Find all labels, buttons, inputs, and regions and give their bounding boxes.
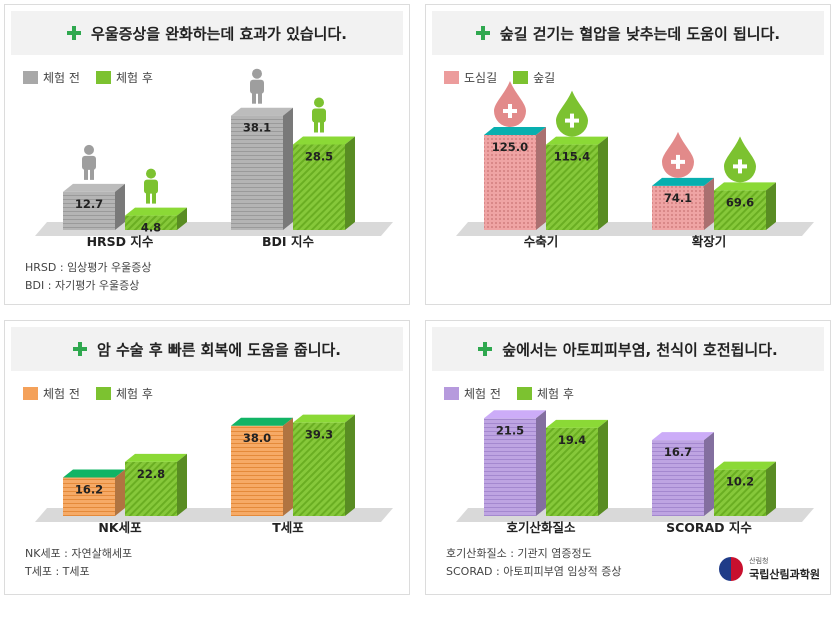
panel-title: 우울증상을 완화하는데 효과가 있습니다. (11, 11, 403, 55)
category-label: T세포 (272, 520, 304, 535)
data-label: 74.1 (664, 191, 692, 205)
person-icon (250, 68, 264, 104)
data-label: 38.0 (243, 431, 271, 445)
legend: 체험 전 체험 후 (444, 385, 574, 402)
logo-agency: 산림청 (749, 557, 769, 565)
panel-title: 숲에서는 아토피피부염, 천식이 호전됩니다. (432, 327, 824, 371)
legend: 체험 전 체험 후 (23, 69, 153, 86)
data-label: 39.3 (305, 428, 333, 442)
data-label: 12.7 (75, 197, 103, 211)
bar (546, 136, 608, 230)
blood-drop-icon (556, 90, 588, 137)
category-label: 수축기 (524, 234, 559, 249)
legend-label: 체험 후 (536, 387, 574, 401)
bar (484, 410, 546, 516)
data-label: 10.2 (726, 475, 754, 489)
category-label: 호기산화질소 (506, 520, 576, 535)
panel-atopy: 숲에서는 아토피피부염, 천식이 호전됩니다. 체험 전 체험 후 21.5 19… (425, 320, 831, 595)
legend-swatch (444, 71, 459, 84)
plus-icon (67, 26, 82, 40)
note: T세포 : T세포 (25, 565, 90, 578)
chart-1: 125.0 115.4 수축기 74.1 69.6 확장기 (456, 81, 814, 249)
blood-drop-icon (724, 136, 756, 183)
legend-label: 도심길 (464, 71, 498, 85)
data-label: 28.5 (305, 150, 333, 164)
data-label: 16.7 (664, 445, 692, 459)
bar (293, 414, 355, 516)
category-label: HRSD 지수 (87, 234, 154, 249)
data-label: 21.5 (496, 423, 524, 437)
legend-label: 체험 후 (115, 71, 153, 85)
blood-drop-icon (662, 131, 694, 178)
panel-blood-pressure: 숲길 걷기는 혈압을 낮추는데 도움이 됩니다. 도심길 숲길 125.0 115… (425, 4, 831, 305)
category-label: NK세포 (98, 520, 142, 535)
bar (484, 127, 546, 230)
legend: 체험 전 체험 후 (23, 385, 153, 402)
panel-depression: 우울증상을 완화하는데 효과가 있습니다. 체험 전 체험 후 12.7 4.8 H… (4, 4, 410, 305)
bar (652, 432, 714, 516)
bar (125, 207, 187, 230)
bar (231, 107, 293, 230)
panel-cancer-recovery: 암 수술 후 빠른 회복에 도움을 줍니다. 체험 전 체험 후 16.2 22.… (4, 320, 410, 595)
note: 호기산화질소 : 기관지 염증정도 (446, 547, 592, 560)
legend-label: 체험 전 (43, 387, 80, 401)
blood-drop-icon (494, 81, 526, 127)
panel-title: 암 수술 후 빠른 회복에 도움을 줍니다. (11, 327, 403, 371)
plus-icon (72, 342, 87, 356)
data-label: 19.4 (558, 433, 586, 447)
person-icon (144, 168, 158, 204)
notes: HRSD : 임상평가 우울증상 BDI : 자기평가 우울증상 (25, 259, 152, 295)
legend-label: 체험 전 (43, 71, 80, 85)
bar (63, 469, 125, 516)
legend: 도심길 숲길 (444, 69, 555, 86)
bar (293, 136, 355, 230)
taegeuk-icon (719, 557, 744, 581)
person-icon (312, 97, 326, 133)
chart-2: 16.2 22.8 NK세포 38.0 39.3 T세포 (35, 414, 393, 535)
legend-swatch (95, 71, 111, 84)
legend-swatch (516, 387, 532, 400)
data-label: 125.0 (492, 140, 528, 154)
notes: NK세포 : 자연살해세포 T세포 : T세포 (25, 545, 132, 581)
bar (714, 182, 776, 230)
notes: 호기산화질소 : 기관지 염증정도 SCORAD : 아토피피부염 임상적 증상 (446, 545, 622, 581)
category-label: SCORAD 지수 (666, 520, 752, 535)
legend-label: 체험 전 (464, 387, 501, 401)
legend-swatch (95, 387, 111, 400)
note: NK세포 : 자연살해세포 (25, 547, 133, 560)
note: HRSD : 임상평가 우울증상 (25, 261, 152, 274)
legend-swatch (23, 71, 38, 84)
data-label: 69.6 (726, 195, 754, 209)
person-icon (82, 144, 96, 180)
bar (546, 419, 608, 516)
data-label: 115.4 (554, 150, 590, 164)
bar (652, 177, 714, 230)
legend-swatch (444, 387, 459, 400)
nifos-logo: 산림청 국립산림과학원 (719, 556, 820, 582)
bar (63, 183, 125, 230)
legend-label: 체험 후 (115, 387, 153, 401)
category-label: 확장기 (692, 234, 727, 249)
chart-3: 21.5 19.4 호기산화질소 16.7 10.2 SCORAD 지수 (456, 410, 814, 535)
note: SCORAD : 아토피피부염 임상적 증상 (446, 565, 622, 578)
bar (125, 453, 187, 516)
logo-name: 국립산림과학원 (749, 568, 820, 581)
category-label: BDI 지수 (262, 234, 314, 249)
bar (714, 461, 776, 516)
plus-icon (478, 342, 493, 356)
legend-swatch (513, 71, 529, 84)
legend-swatch (23, 387, 38, 400)
legend-label: 숲길 (533, 71, 556, 85)
panel-title: 숲길 걷기는 혈압을 낮추는데 도움이 됩니다. (432, 11, 824, 55)
data-label: 22.8 (137, 467, 165, 481)
note: BDI : 자기평가 우울증상 (25, 279, 140, 292)
plus-icon (475, 26, 490, 40)
data-label: 4.8 (141, 221, 161, 235)
data-label: 16.2 (75, 483, 103, 497)
data-label: 38.1 (243, 121, 271, 135)
bar (231, 417, 293, 516)
